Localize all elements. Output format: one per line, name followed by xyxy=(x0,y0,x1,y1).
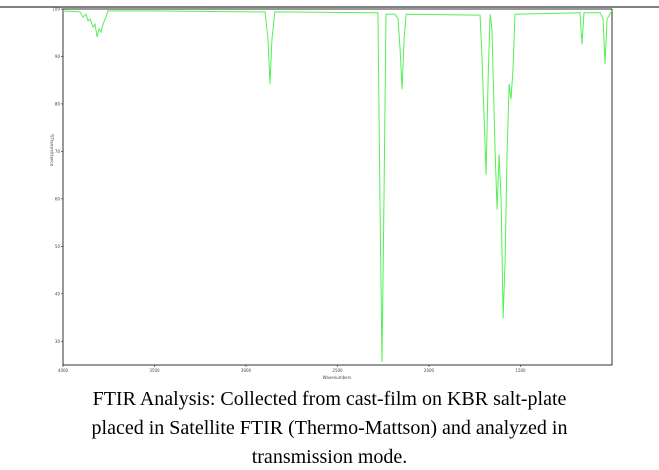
y-tick-label: 100 xyxy=(52,7,60,12)
x-tick-label: 1500 xyxy=(515,368,526,373)
caption-line: FTIR Analysis: Collected from cast-film … xyxy=(93,388,567,410)
caption-line: placed in Satellite FTIR (Thermo-Mattson… xyxy=(92,417,568,439)
x-tick-label: 3500 xyxy=(149,368,160,373)
y-tick-label: 50 xyxy=(55,244,61,249)
y-tick-label: 90 xyxy=(55,54,61,59)
x-tick-label: 4000 xyxy=(58,368,69,373)
plot-frame xyxy=(62,8,613,366)
y-tick-label: 40 xyxy=(55,291,61,296)
y-tick-label: 30 xyxy=(55,339,61,344)
y-tick-label: 70 xyxy=(55,149,61,154)
x-tick-label: 2000 xyxy=(424,368,435,373)
x-axis-label: Wavenumbers xyxy=(323,375,352,380)
x-tick-label: 3000 xyxy=(241,368,252,373)
x-tick-label: 2500 xyxy=(332,368,343,373)
y-tick-label: 60 xyxy=(55,196,61,201)
y-axis-label: %Transmittance xyxy=(50,134,55,167)
caption-line: transmission mode. xyxy=(252,446,408,468)
spectrum-line xyxy=(62,10,613,363)
y-tick-label: 80 xyxy=(55,101,61,106)
